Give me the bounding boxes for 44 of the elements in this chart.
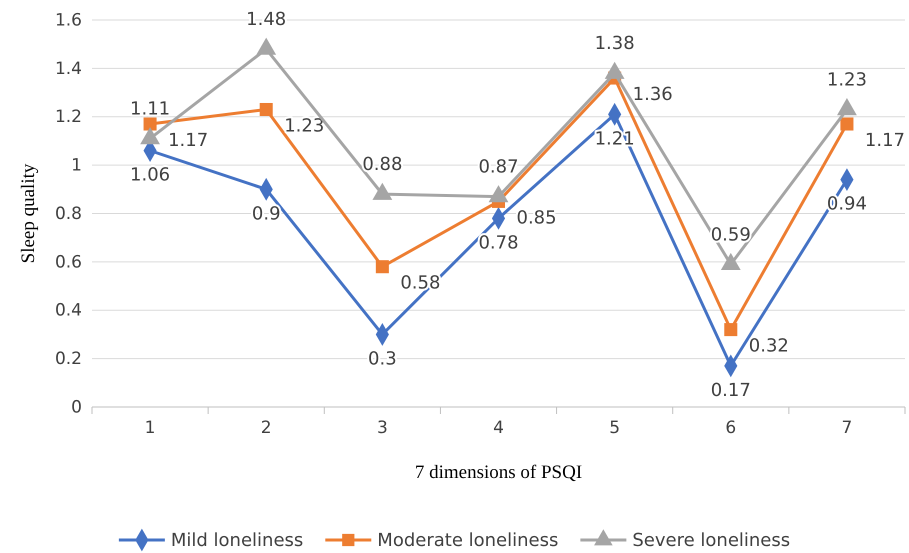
data-label: 0.32 (748, 336, 789, 357)
x-tick-label: 3 (376, 418, 388, 438)
y-tick-label: 0.6 (54, 252, 82, 272)
data-label: 1.17 (168, 130, 208, 152)
y-tick-label: 1.4 (54, 58, 82, 79)
data-label: 1.48 (246, 9, 286, 30)
legend-label: Severe loneliness (632, 530, 790, 551)
data-label: 0.59 (710, 224, 751, 246)
data-label: 0.87 (478, 156, 519, 178)
x-tick-label: 1 (144, 418, 156, 438)
data-label: 0.9 (252, 203, 281, 224)
legend-label: Moderate loneliness (377, 530, 558, 551)
x-tick-label: 6 (725, 418, 736, 438)
point (840, 117, 854, 131)
y-tick-label: 0 (71, 397, 82, 418)
data-label: 1.11 (130, 98, 170, 120)
y-tick-label: 0.4 (54, 300, 82, 321)
data-label: 1.17 (864, 130, 906, 152)
y-axis-title: Sleep quality (18, 163, 39, 264)
x-tick-label: 5 (609, 418, 620, 438)
x-tick-label: 4 (493, 418, 504, 438)
point (376, 260, 389, 274)
y-tick-label: 0.8 (54, 204, 82, 224)
point (260, 102, 273, 116)
legend-label: Mild loneliness (170, 530, 304, 551)
y-tick-label: 1.6 (54, 10, 82, 30)
data-label: 0.88 (362, 154, 402, 176)
data-label: 1.36 (632, 84, 673, 106)
data-label: 0.85 (516, 207, 557, 228)
y-tick-label: 1.2 (54, 107, 82, 128)
x-tick-label: 7 (842, 418, 852, 438)
y-tick-label: 1 (71, 156, 82, 176)
x-tick-label: 2 (260, 418, 272, 438)
data-label: 0.78 (478, 232, 519, 254)
data-label: 1.06 (130, 164, 170, 186)
point (144, 117, 157, 131)
y-tick-label: 0.2 (54, 349, 82, 370)
point (724, 323, 738, 336)
data-label: 1.23 (826, 69, 867, 90)
data-label: 1.23 (284, 115, 324, 136)
data-label: 0.17 (710, 380, 751, 401)
data-label: 0.3 (368, 348, 397, 370)
x-axis-title: 7 dimensions of PSQI (414, 462, 582, 483)
data-label: 1.38 (594, 33, 635, 54)
